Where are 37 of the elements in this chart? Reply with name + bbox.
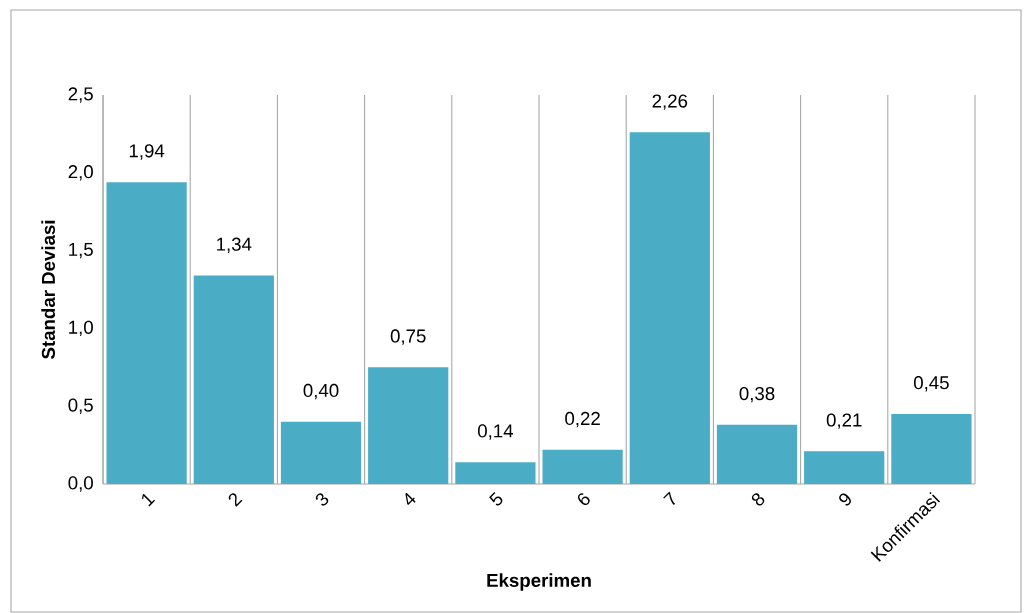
bar [368, 367, 449, 484]
y-tick-label: 1,0 [69, 320, 93, 337]
data-label: 0,22 [565, 411, 600, 428]
data-label: 0,45 [913, 376, 949, 392]
x-tick-label: 1 [142, 493, 156, 507]
bar [629, 132, 710, 484]
x-tick-label: 6 [577, 493, 590, 506]
x-tick-label: 3 [315, 493, 329, 506]
data-label: 2,26 [652, 94, 688, 110]
x-tick-label: 9 [839, 493, 851, 506]
bar [106, 182, 187, 484]
bar [804, 451, 885, 484]
y-tick-label: 1,5 [69, 242, 93, 259]
data-label: 0,75 [390, 329, 426, 345]
data-label: 1,94 [129, 144, 165, 160]
y-tick-label: 0,0 [68, 476, 93, 492]
data-label: 1,34 [217, 237, 252, 253]
x-axis-title: Eksperimen [487, 573, 591, 591]
data-label: 0,14 [477, 424, 514, 440]
y-tick-label: 0,5 [68, 398, 93, 414]
bar [280, 421, 362, 484]
y-axis-title: Standar Deviasi [41, 220, 56, 359]
bar [193, 275, 274, 484]
bar [716, 424, 798, 484]
x-tick-label: 5 [489, 492, 503, 506]
x-tick-label: 4 [405, 492, 416, 506]
bar [891, 413, 972, 484]
bar [542, 449, 623, 484]
data-label: 0,40 [303, 383, 339, 400]
data-label: 0,38 [739, 386, 775, 403]
y-tick-label: 2,5 [68, 87, 93, 103]
x-tick-label: 2 [228, 493, 243, 507]
bar [455, 462, 536, 484]
y-tick-label: 2,0 [68, 165, 93, 181]
x-tick-label: 8 [751, 493, 765, 506]
data-label: 0,21 [826, 413, 862, 429]
x-tick-label: 7 [663, 491, 676, 506]
